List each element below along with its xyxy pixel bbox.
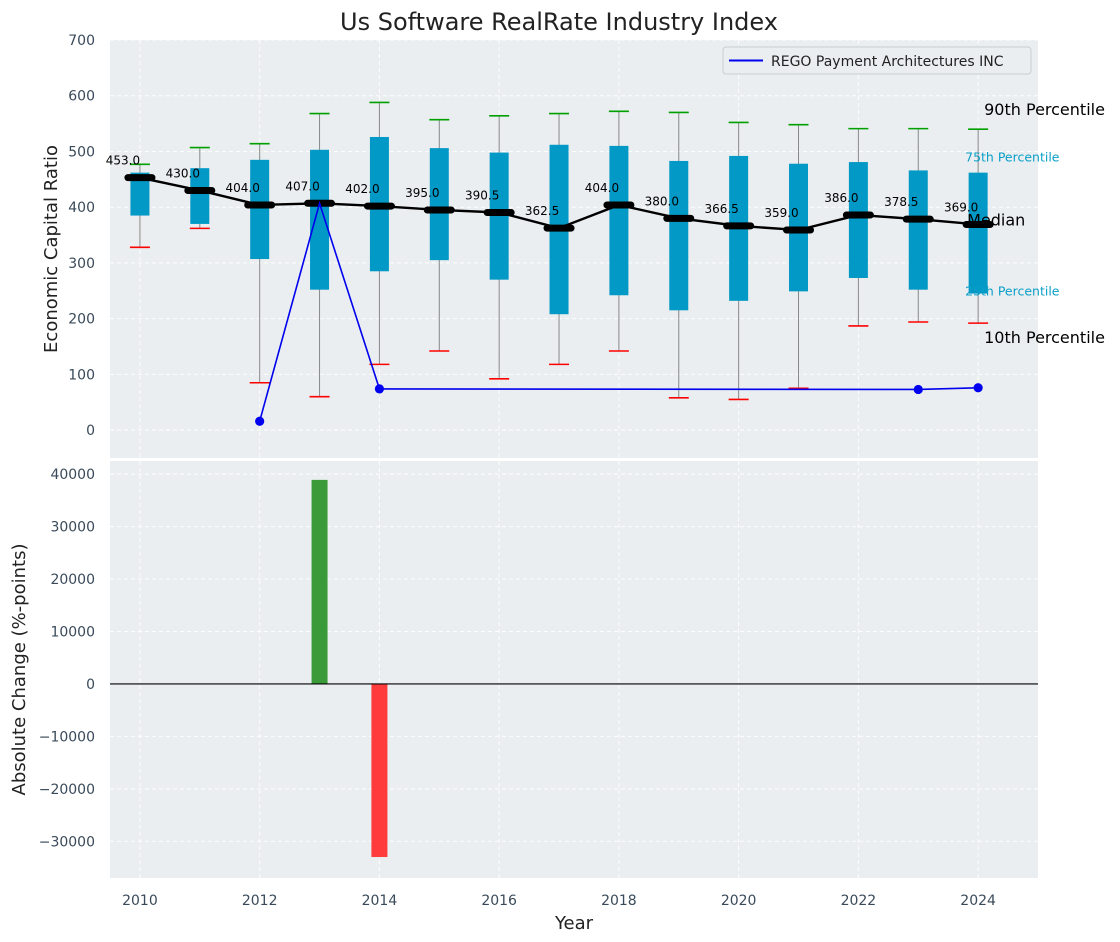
xtick-label: 2014 <box>362 893 398 909</box>
median-value-label: 378.5 <box>884 195 918 209</box>
median-value-label: 362.5 <box>525 204 559 218</box>
xtick-label: 2010 <box>122 893 158 909</box>
median-value-label: 453.0 <box>106 154 140 168</box>
company-series-point <box>913 384 923 395</box>
xtick-label: 2018 <box>601 893 637 909</box>
median-value-label: 404.0 <box>585 181 619 195</box>
xtick-label: 2020 <box>721 893 757 909</box>
median-value-label: 395.0 <box>405 186 439 200</box>
median-value-label: 404.0 <box>225 181 259 195</box>
chart-title: Us Software RealRate Industry Index <box>340 8 778 36</box>
box-iqr <box>908 170 928 290</box>
median-value-label: 390.5 <box>465 188 499 202</box>
median-value-label: 407.0 <box>285 179 319 193</box>
bottom-ytick-label: −30000 <box>39 834 95 850</box>
median-value-label: 359.0 <box>764 206 798 220</box>
top-ytick-label: 200 <box>68 312 95 328</box>
box-iqr <box>848 162 868 278</box>
bottom-ytick-label: −20000 <box>39 782 95 798</box>
xtick-label: 2012 <box>242 893 278 909</box>
percentile-label-p90: 90th Percentile <box>984 100 1105 119</box>
bottom-ytick-label: 40000 <box>50 467 95 483</box>
box-iqr <box>130 172 150 216</box>
company-series-point <box>973 383 983 393</box>
median-value-label: 386.0 <box>824 191 858 205</box>
box-iqr <box>609 145 629 296</box>
percentile-label-q3: 75th Percentile <box>965 150 1060 165</box>
box-iqr <box>190 168 210 224</box>
median-value-label: 369.0 <box>944 200 978 214</box>
percentile-label-median: Median <box>967 210 1025 229</box>
box-iqr <box>669 160 689 311</box>
bottom-ytick-label: 0 <box>86 677 95 693</box>
top-ytick-label: 400 <box>68 200 95 216</box>
median-value-label: 430.0 <box>166 166 200 180</box>
change-bar-negative <box>371 683 388 858</box>
box-iqr <box>968 172 988 294</box>
percentile-label-q1: 25th Percentile <box>965 284 1060 299</box>
xtick-label: 2024 <box>960 893 996 909</box>
median-value-label: 380.0 <box>645 194 679 208</box>
box-iqr <box>429 148 449 261</box>
xtick-label: 2022 <box>841 893 877 909</box>
box-iqr <box>310 149 330 290</box>
top-ytick-label: 100 <box>68 367 95 383</box>
bottom-ytick-label: −10000 <box>39 729 95 745</box>
legend: REGO Payment Architectures INC <box>722 46 1032 75</box>
legend-box <box>722 46 1032 75</box>
top-ytick-label: 600 <box>68 89 95 105</box>
box-iqr <box>250 159 270 260</box>
bottom-ytick-label: 10000 <box>50 624 95 640</box>
top-ytick-label: 700 <box>68 33 95 49</box>
company-series-point <box>374 384 385 394</box>
bottom-panel: −30000 −20000 −10000 0 10000 20000 30000 40000 2… <box>9 461 1038 934</box>
box-iqr <box>489 152 509 280</box>
bottom-ytick-label: 20000 <box>50 572 95 588</box>
change-bar-positive <box>311 479 328 684</box>
top-ytick-label: 500 <box>68 144 95 160</box>
top-panel: 0 100 200 300 400 500 600 700 Economic Capital R… <box>41 33 1105 458</box>
company-series-point <box>255 416 265 426</box>
bottom-panel-background <box>110 461 1038 878</box>
bottom-ytick-label: 30000 <box>50 520 95 536</box>
xtick-label: 2016 <box>481 893 517 909</box>
x-axis-label: Year <box>554 913 594 934</box>
median-value-label: 366.5 <box>704 202 738 216</box>
top-ytick-label: 0 <box>86 423 95 439</box>
top-ytick-label: 300 <box>68 256 95 272</box>
legend-entry-company: REGO Payment Architectures INC <box>771 54 1004 70</box>
median-value-label: 402.0 <box>345 182 379 196</box>
top-panel-background <box>110 40 1038 458</box>
bottom-ylabel: Absolute Change (%-points) <box>9 544 30 796</box>
top-ylabel: Economic Capital Ratio <box>41 145 62 353</box>
percentile-label-p10: 10th Percentile <box>984 328 1105 347</box>
